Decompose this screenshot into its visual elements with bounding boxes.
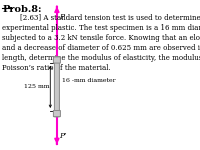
FancyBboxPatch shape <box>54 57 59 117</box>
Text: P: P <box>59 13 64 21</box>
Text: 125 mm: 125 mm <box>24 84 50 89</box>
Text: 16 -mm diameter: 16 -mm diameter <box>62 78 116 83</box>
Text: P’: P’ <box>59 132 67 140</box>
FancyBboxPatch shape <box>53 111 60 117</box>
FancyBboxPatch shape <box>53 57 60 63</box>
Text: Prob.8:: Prob.8: <box>2 5 42 14</box>
Text: [2.63] A standard tension test is used to determine the properties of an
experim: [2.63] A standard tension test is used t… <box>2 14 200 72</box>
